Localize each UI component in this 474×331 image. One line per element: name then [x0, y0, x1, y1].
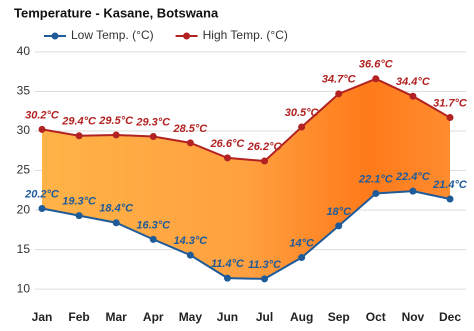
value-label: 18.4°C [99, 203, 134, 215]
value-label: 21.4°C [432, 179, 468, 191]
data-point [409, 92, 417, 100]
range-fill [42, 78, 450, 279]
legend-label: Low Temp. (°C) [71, 28, 154, 42]
value-label: 16.3°C [136, 219, 171, 231]
data-point [372, 75, 380, 83]
value-label: 26.6°C [210, 138, 246, 150]
x-tick-label: Aug [290, 310, 313, 324]
value-label: 34.7°C [322, 74, 357, 86]
data-point [298, 254, 306, 262]
data-point [75, 132, 83, 140]
value-label: 29.5°C [98, 115, 134, 127]
value-label: 36.6°C [359, 59, 394, 71]
x-tick-label: Dec [439, 310, 461, 324]
value-label: 30.5°C [285, 107, 320, 119]
x-tick-label: May [179, 310, 203, 324]
value-label: 26.2°C [247, 141, 283, 153]
data-point [149, 235, 157, 243]
data-point [75, 212, 83, 220]
x-tick-label: Jan [32, 310, 53, 324]
data-point [446, 195, 454, 203]
legend-marker [51, 32, 59, 40]
data-point [261, 157, 269, 165]
data-point [335, 222, 343, 230]
x-tick-label: Mar [106, 310, 128, 324]
data-point [186, 251, 194, 259]
value-label: 30.2°C [25, 109, 60, 121]
data-point [372, 189, 380, 197]
value-label: 31.7°C [433, 97, 468, 109]
data-point [112, 219, 120, 227]
data-point [186, 139, 194, 147]
value-label: 29.3°C [135, 116, 171, 128]
data-point [38, 125, 46, 133]
y-tick-label: 15 [17, 242, 31, 256]
legend-label: High Temp. (°C) [203, 28, 288, 42]
chart-title: Temperature - Kasane, Botswana [14, 5, 219, 20]
y-tick-label: 10 [17, 281, 31, 295]
data-point [112, 131, 120, 139]
value-label: 14°C [289, 237, 315, 249]
value-label: 14.3°C [173, 235, 208, 247]
x-tick-label: Feb [68, 310, 89, 324]
series-line [41, 77, 451, 163]
data-point [261, 275, 269, 283]
y-tick-label: 20 [17, 202, 31, 216]
y-tick-label: 35 [17, 84, 31, 98]
value-label: 18°C [326, 206, 352, 218]
x-tick-label: Oct [366, 310, 386, 324]
x-tick-label: Nov [402, 310, 425, 324]
y-tick-label: 40 [17, 44, 31, 58]
value-label: 34.4°C [396, 76, 431, 88]
x-tick-label: Sep [328, 310, 350, 324]
data-point [223, 274, 231, 282]
series-line [41, 190, 451, 280]
data-point [446, 114, 454, 122]
value-label: 22.1°C [358, 173, 394, 185]
value-label: 20.2°C [24, 188, 60, 200]
value-label: 11.3°C [248, 259, 282, 271]
data-point [223, 154, 231, 162]
data-point [409, 187, 417, 195]
legend-marker [183, 32, 191, 40]
value-label: 22.4°C [395, 171, 431, 183]
value-label: 29.4°C [61, 116, 97, 128]
y-tick-label: 25 [17, 163, 31, 177]
x-tick-label: Jun [217, 310, 238, 324]
value-label: 11.4°C [211, 258, 245, 270]
data-point [335, 90, 343, 98]
data-point [149, 133, 157, 141]
data-point [38, 205, 46, 213]
value-label: 28.5°C [172, 123, 208, 135]
x-tick-label: Apr [143, 310, 164, 324]
x-tick-label: Jul [256, 310, 273, 324]
data-point [298, 123, 306, 131]
y-tick-label: 30 [17, 123, 31, 137]
value-label: 19.3°C [62, 196, 97, 208]
